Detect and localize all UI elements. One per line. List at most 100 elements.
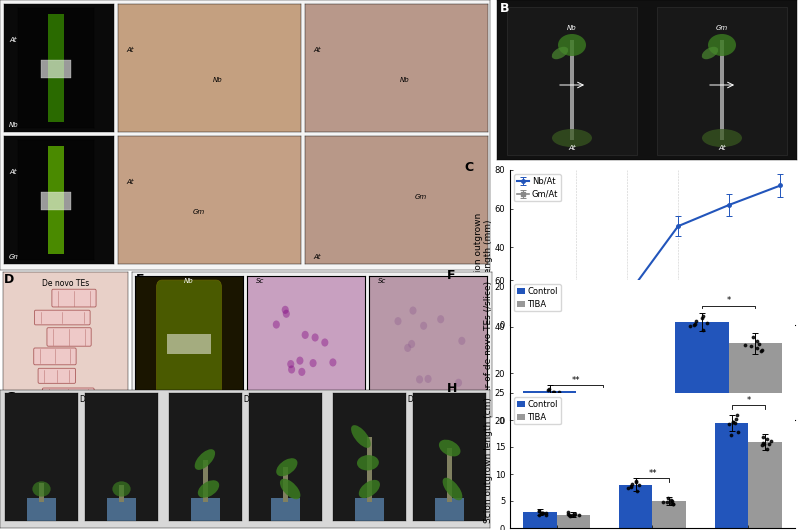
Point — [542, 385, 555, 393]
Point — [595, 414, 608, 422]
Ellipse shape — [439, 440, 461, 456]
Point — [754, 346, 767, 355]
Point — [597, 414, 610, 422]
Point — [731, 428, 744, 437]
Bar — [570, 40, 574, 140]
Point — [753, 340, 766, 348]
Text: TIBA: TIBA — [442, 405, 458, 411]
Text: De novo TEs: De novo TEs — [42, 279, 89, 288]
Text: Sc: Sc — [378, 278, 387, 284]
Text: **: ** — [572, 376, 581, 385]
Text: At: At — [313, 47, 321, 53]
Ellipse shape — [410, 306, 417, 315]
Ellipse shape — [442, 478, 462, 500]
Bar — [657, 7, 787, 155]
Ellipse shape — [357, 455, 379, 471]
Ellipse shape — [194, 449, 215, 470]
Bar — [39, 483, 44, 502]
Ellipse shape — [404, 344, 411, 352]
Point — [536, 508, 549, 517]
Text: F: F — [447, 269, 456, 282]
Text: Gm: Gm — [415, 194, 427, 200]
Text: Graft union: Graft union — [38, 140, 81, 149]
Text: Control: Control — [303, 277, 331, 286]
Point — [730, 411, 743, 419]
Point — [689, 317, 702, 325]
Bar — [523, 512, 557, 528]
Point — [751, 344, 764, 352]
Point — [757, 439, 770, 447]
Point — [667, 500, 680, 508]
Point — [622, 483, 634, 492]
Bar — [619, 485, 653, 528]
Point — [548, 388, 561, 397]
Text: 14 DAG: 14 DAG — [382, 8, 411, 17]
Point — [542, 393, 554, 402]
Point — [536, 508, 549, 517]
Text: Nb: Nb — [213, 77, 222, 83]
Bar — [720, 40, 724, 140]
Point — [687, 320, 700, 329]
FancyBboxPatch shape — [157, 280, 222, 408]
Point — [656, 498, 669, 506]
Text: At: At — [126, 179, 134, 185]
Point — [697, 312, 710, 320]
FancyBboxPatch shape — [34, 348, 76, 365]
Point — [539, 510, 552, 519]
Text: Sc: Sc — [257, 278, 265, 284]
Point — [751, 337, 764, 345]
Ellipse shape — [425, 375, 432, 383]
Ellipse shape — [310, 359, 317, 367]
Point — [588, 411, 601, 420]
Text: 14 DAG: 14 DAG — [382, 140, 411, 149]
Text: G: G — [5, 391, 15, 404]
Point — [553, 393, 566, 401]
Point — [738, 341, 751, 349]
Text: Nb: Nb — [184, 278, 194, 284]
Ellipse shape — [273, 321, 280, 329]
Ellipse shape — [394, 317, 402, 325]
Point — [755, 346, 768, 354]
Y-axis label: Scion outgrown
length (mm): Scion outgrown length (mm) — [474, 213, 493, 282]
Ellipse shape — [420, 322, 427, 330]
Ellipse shape — [322, 339, 328, 347]
Text: *: * — [746, 396, 750, 405]
Point — [729, 414, 742, 423]
Text: Nb: Nb — [184, 399, 194, 405]
Point — [566, 510, 579, 519]
Ellipse shape — [311, 333, 318, 341]
Text: H: H — [447, 382, 458, 395]
Text: TIBA: TIBA — [114, 405, 130, 411]
Point — [630, 476, 643, 485]
Point — [630, 487, 643, 495]
Text: C: C — [464, 161, 474, 174]
Bar — [435, 498, 464, 521]
Point — [684, 322, 697, 330]
Point — [590, 414, 603, 422]
Ellipse shape — [112, 481, 130, 497]
FancyBboxPatch shape — [38, 368, 75, 383]
Ellipse shape — [282, 310, 290, 318]
Legend: Control, TIBA: Control, TIBA — [514, 284, 561, 311]
Point — [591, 414, 604, 423]
Bar — [191, 498, 220, 521]
Point — [760, 445, 773, 453]
Ellipse shape — [276, 458, 298, 476]
Text: 28 DAG: 28 DAG — [396, 395, 424, 404]
Text: At: At — [568, 145, 576, 151]
Point — [745, 342, 758, 350]
Legend: Nb/At, Gm/At: Nb/At, Gm/At — [514, 174, 561, 201]
Bar — [447, 448, 452, 502]
Point — [660, 498, 673, 507]
Point — [697, 326, 710, 334]
Point — [726, 418, 739, 427]
Point — [722, 420, 735, 428]
Ellipse shape — [198, 480, 219, 498]
Bar — [203, 460, 208, 502]
FancyBboxPatch shape — [52, 289, 96, 307]
Bar — [41, 192, 71, 209]
Point — [547, 388, 560, 396]
Point — [666, 497, 678, 506]
Y-axis label: Scion outgrown length (cm): Scion outgrown length (cm) — [484, 398, 494, 524]
Text: Graft union: Graft union — [170, 277, 214, 286]
